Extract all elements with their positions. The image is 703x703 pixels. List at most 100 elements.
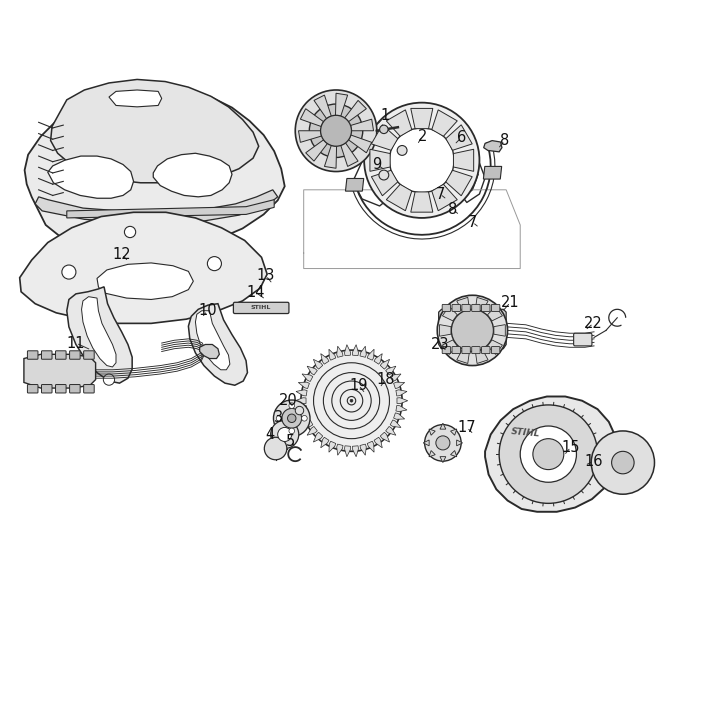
FancyBboxPatch shape [574, 333, 592, 346]
Polygon shape [35, 190, 278, 224]
Circle shape [295, 406, 304, 415]
Polygon shape [314, 432, 323, 442]
Text: 8: 8 [500, 133, 510, 148]
Text: 20: 20 [279, 393, 297, 408]
Text: 10: 10 [198, 303, 217, 318]
Circle shape [612, 451, 634, 474]
Polygon shape [25, 85, 285, 254]
Circle shape [451, 309, 494, 352]
Polygon shape [325, 146, 337, 168]
Polygon shape [453, 149, 474, 172]
Polygon shape [394, 382, 405, 389]
Circle shape [364, 103, 479, 218]
Polygon shape [387, 184, 412, 211]
Circle shape [273, 400, 310, 437]
Circle shape [289, 403, 295, 408]
Polygon shape [446, 125, 472, 150]
FancyBboxPatch shape [442, 304, 451, 311]
Polygon shape [296, 389, 307, 396]
FancyBboxPatch shape [472, 304, 480, 311]
Circle shape [295, 90, 377, 172]
Polygon shape [344, 344, 351, 356]
Polygon shape [321, 437, 329, 448]
FancyBboxPatch shape [472, 347, 480, 354]
Polygon shape [329, 441, 336, 452]
Polygon shape [390, 374, 401, 382]
Circle shape [103, 374, 115, 385]
Polygon shape [439, 325, 451, 336]
FancyBboxPatch shape [41, 385, 52, 393]
Polygon shape [67, 200, 274, 218]
Polygon shape [307, 366, 317, 375]
Circle shape [301, 350, 402, 451]
FancyBboxPatch shape [84, 385, 94, 393]
Polygon shape [386, 427, 396, 435]
Polygon shape [307, 427, 317, 435]
Polygon shape [344, 101, 366, 122]
Polygon shape [423, 440, 429, 446]
FancyBboxPatch shape [56, 351, 66, 359]
Text: 1: 1 [380, 108, 390, 123]
Text: 14: 14 [247, 285, 265, 300]
Text: 2: 2 [418, 129, 427, 144]
Text: 11: 11 [67, 335, 85, 351]
Polygon shape [370, 149, 390, 172]
Polygon shape [349, 135, 372, 153]
Text: 7: 7 [435, 186, 445, 202]
Polygon shape [153, 153, 232, 197]
Text: 3: 3 [274, 410, 283, 425]
FancyBboxPatch shape [84, 351, 94, 359]
Text: 9: 9 [372, 157, 382, 172]
Polygon shape [411, 192, 433, 212]
Circle shape [533, 439, 564, 470]
FancyBboxPatch shape [27, 351, 38, 359]
Polygon shape [298, 382, 309, 389]
Polygon shape [380, 359, 389, 369]
Polygon shape [335, 93, 347, 116]
Polygon shape [442, 307, 457, 321]
FancyBboxPatch shape [70, 385, 80, 393]
Polygon shape [299, 131, 321, 142]
FancyBboxPatch shape [233, 302, 289, 314]
Circle shape [350, 399, 353, 402]
Circle shape [264, 437, 287, 460]
Circle shape [282, 408, 302, 428]
Polygon shape [321, 354, 329, 364]
Polygon shape [367, 349, 374, 360]
Polygon shape [345, 179, 363, 191]
FancyBboxPatch shape [482, 347, 490, 354]
Circle shape [276, 415, 282, 421]
Polygon shape [446, 170, 472, 195]
Polygon shape [97, 263, 193, 299]
Polygon shape [360, 444, 366, 456]
Polygon shape [374, 437, 382, 448]
Polygon shape [390, 420, 401, 427]
Polygon shape [20, 212, 267, 323]
Polygon shape [51, 79, 259, 183]
Polygon shape [432, 110, 457, 136]
Text: 16: 16 [584, 453, 602, 469]
Circle shape [207, 257, 221, 271]
Polygon shape [352, 446, 359, 457]
Polygon shape [314, 359, 323, 369]
Polygon shape [82, 297, 116, 367]
FancyBboxPatch shape [452, 304, 460, 311]
Circle shape [397, 146, 407, 155]
FancyBboxPatch shape [442, 347, 451, 354]
Polygon shape [351, 120, 373, 131]
Polygon shape [296, 406, 307, 412]
FancyBboxPatch shape [70, 351, 80, 359]
FancyBboxPatch shape [56, 385, 66, 393]
Polygon shape [397, 398, 408, 404]
Text: 15: 15 [562, 439, 580, 455]
Circle shape [288, 414, 296, 423]
Text: 18: 18 [376, 372, 394, 387]
Circle shape [271, 420, 299, 449]
Polygon shape [300, 109, 323, 127]
Text: 5: 5 [285, 434, 295, 449]
Text: 19: 19 [349, 378, 368, 393]
Polygon shape [440, 423, 446, 429]
Text: STIHL: STIHL [251, 305, 271, 311]
Text: 23: 23 [431, 337, 449, 352]
Polygon shape [451, 451, 457, 457]
